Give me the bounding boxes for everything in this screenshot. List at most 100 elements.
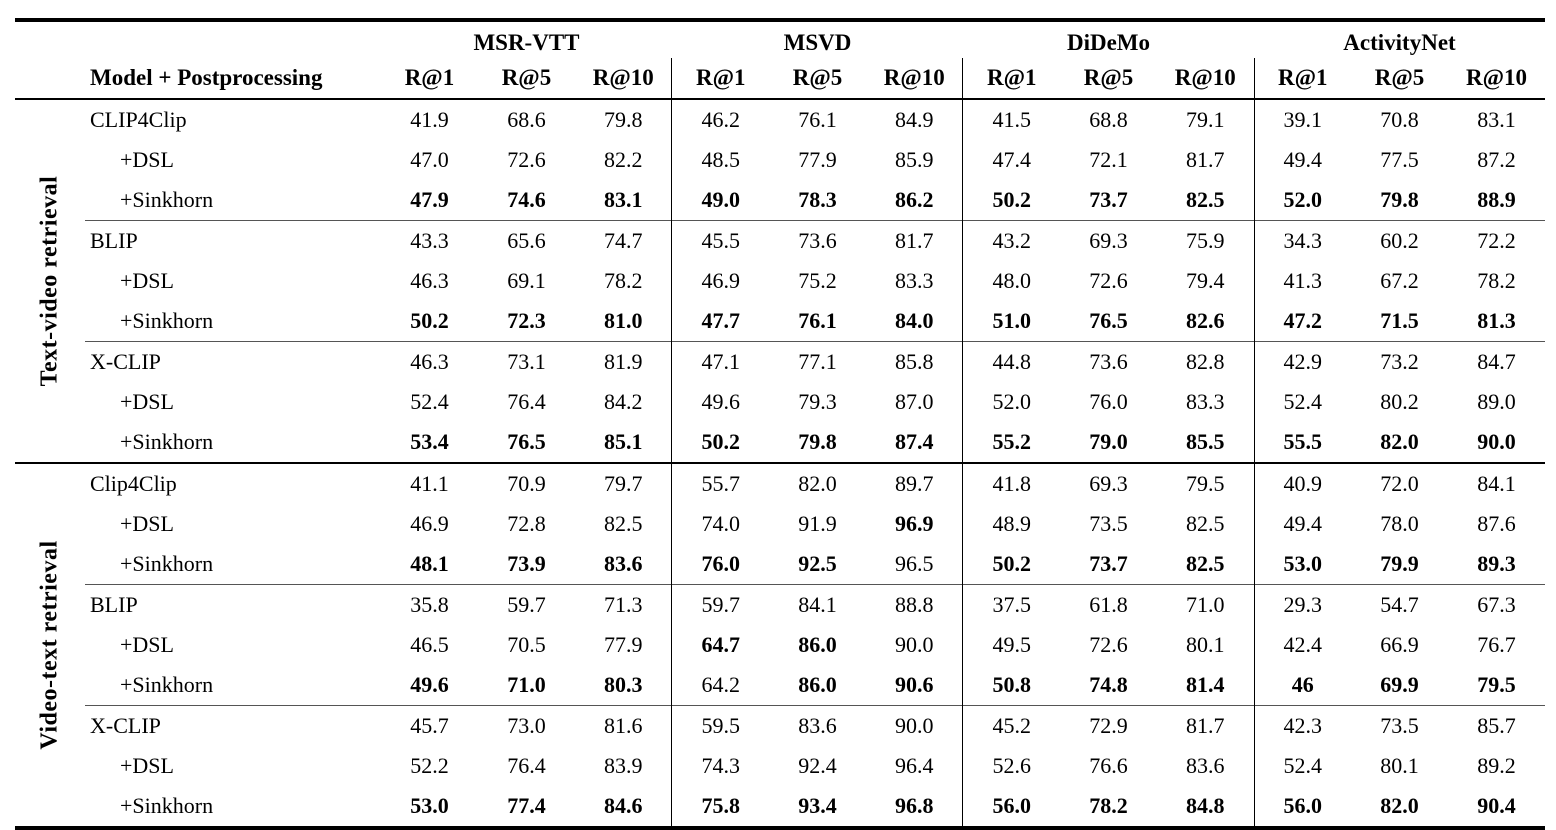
value-cell: 85.8 [865,341,963,382]
value-cell: 85.1 [603,429,643,454]
model-cell: +DSL [120,753,174,778]
value-cell: 86.2 [894,187,934,212]
value-cell: 71.0 [1156,584,1254,625]
results-table: MSR-VTT MSVD DiDeMo ActivityNet Model + Pos… [15,18,1545,830]
value-cell: 74.6 [507,187,546,212]
metric-header: R@10 [1174,65,1236,90]
value-cell: 49.6 [671,382,769,422]
value-cell: 77.5 [1380,147,1419,172]
section-label-text: Text-video retrieval [36,175,63,387]
value-cell: 73.6 [1059,341,1157,382]
table-row: +DSL 46.3 69.1 78.2 46.9 75.2 83.3 48.0 72.6 79.4… [15,261,1545,301]
value-cell: 35.8 [380,584,478,625]
value-cell: 88.9 [1477,187,1516,212]
value-cell: 87.4 [894,429,934,454]
value-cell: 81.7 [865,220,963,261]
value-cell: 73.2 [1351,341,1448,382]
value-cell: 74.3 [671,746,769,786]
value-cell: 80.2 [1380,389,1419,414]
dataset-header-row: MSR-VTT MSVD DiDeMo ActivityNet [15,20,1545,58]
value-cell: 46.5 [410,632,449,657]
value-cell: 73.5 [1089,511,1128,536]
value-cell: 83.3 [1185,389,1225,414]
value-cell: 41.9 [410,107,449,132]
value-cell: 96.9 [894,511,934,536]
value-cell: 69.9 [1380,672,1419,697]
dataset-group-header: MSVD [783,30,852,55]
value-cell: 81.3 [1477,308,1516,333]
table-row: Text-video retrieval CLIP4Clip 41.9 68.6 79.… [15,99,1545,386]
value-cell: 73.1 [477,341,575,382]
value-cell: 44.8 [962,341,1060,382]
value-cell: 43.2 [962,220,1060,261]
value-cell: 80.3 [603,672,643,697]
table-row: +DSL 52.2 76.4 83.9 74.3 92.4 96.4 52.6 76.6 83.6… [15,746,1545,786]
model-cell: +Sinkhorn [120,551,214,576]
dataset-group-header: DiDeMo [1066,30,1150,55]
value-cell: 84.2 [603,389,643,414]
value-cell: 93.4 [798,793,837,818]
section-label-text: Video-text retrieval [36,540,63,750]
value-cell: 34.3 [1253,220,1351,261]
value-cell: 47.7 [671,301,769,342]
metric-header: R@5 [1083,65,1134,90]
value-cell: 84.8 [1185,793,1225,818]
value-cell: 41.1 [380,462,478,504]
value-cell: 60.2 [1351,220,1448,261]
value-cell: 89.0 [1477,389,1516,414]
value-cell: 70.8 [1380,107,1419,132]
value-cell: 76.4 [507,389,546,414]
value-cell: 72.9 [1059,705,1157,746]
model-cell: X-CLIP [85,341,381,382]
value-cell: 47.1 [671,341,769,382]
value-cell: 53.0 [410,793,449,818]
value-cell: 55.7 [671,462,769,504]
model-cell: CLIP4Clip [90,107,187,132]
value-cell: 72.2 [1448,220,1545,261]
metric-header: R@1 [1253,58,1351,99]
value-cell: 49.4 [1253,504,1351,544]
model-cell: BLIP [85,220,381,261]
value-cell: 66.9 [1380,632,1419,657]
value-cell: 84.9 [894,107,934,132]
table-row: +Sinkhorn 53.0 77.4 84.6 75.8 93.4 96.8 56.0 78.… [15,786,1545,828]
value-cell: 76.7 [1477,632,1516,657]
value-cell: 56.0 [1253,786,1351,828]
dataset-group-header: MSR-VTT [473,30,580,55]
results-table-container: MSR-VTT MSVD DiDeMo ActivityNet Model + Pos… [15,18,1545,830]
value-cell: 79.1 [1185,107,1225,132]
value-cell: 47.9 [410,187,449,212]
value-cell: 74.7 [574,220,672,261]
model-cell: +Sinkhorn [120,429,214,454]
value-cell: 89.3 [1477,551,1516,576]
value-cell: 75.8 [671,786,769,828]
value-cell: 82.5 [1185,187,1225,212]
value-cell: 59.7 [477,584,575,625]
value-cell: 40.9 [1253,462,1351,504]
value-cell: 73.7 [1089,187,1128,212]
value-cell: 41.8 [962,462,1060,504]
value-cell: 39.1 [1253,99,1351,140]
value-cell: 64.2 [671,665,769,706]
value-cell: 78.3 [798,187,837,212]
value-cell: 91.9 [798,511,837,536]
value-cell: 46 [1253,665,1351,706]
value-cell: 83.1 [1477,107,1516,132]
value-cell: 78.2 [1477,268,1516,293]
value-cell: 50.2 [671,422,769,463]
value-cell: 46.2 [671,99,769,140]
value-cell: 73.5 [1351,705,1448,746]
value-cell: 52.2 [410,753,449,778]
value-cell: 84.0 [894,308,934,333]
value-cell: 42.3 [1253,705,1351,746]
value-cell: 77.9 [798,147,837,172]
value-cell: 89.2 [1477,753,1516,778]
value-cell: 79.5 [1156,462,1254,504]
value-cell: 59.5 [671,705,769,746]
model-cell: +Sinkhorn [120,308,214,333]
value-cell: 85.9 [894,147,934,172]
value-cell: 79.0 [1089,429,1128,454]
value-cell: 77.4 [507,793,546,818]
value-cell: 73.7 [1089,551,1128,576]
value-cell: 49.4 [1253,140,1351,180]
